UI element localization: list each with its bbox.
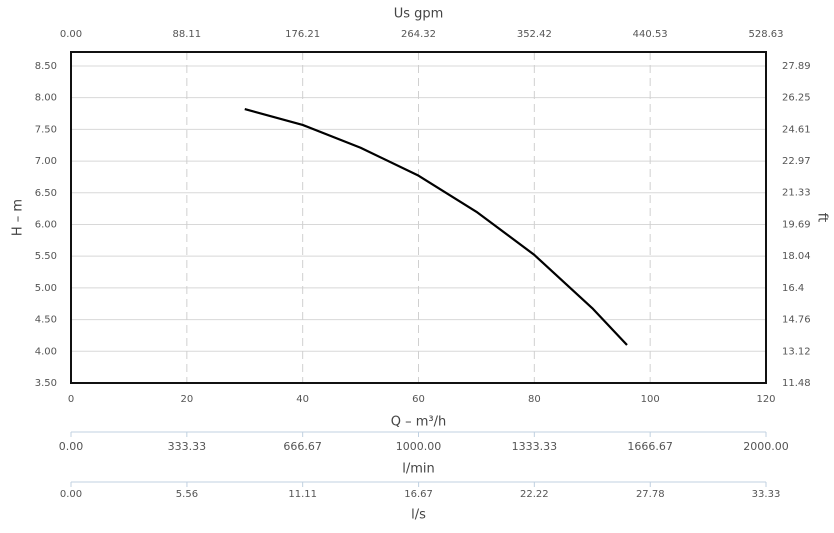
x3-tick-label: 1666.67 <box>627 440 673 453</box>
y2-tick-label: 11.48 <box>782 378 811 389</box>
y2-tick-label: 26.25 <box>782 93 811 104</box>
y-axis-title: H – m <box>11 199 26 236</box>
x4-axis-title: l/s <box>411 508 426 523</box>
y2-axis-title: ft <box>815 213 830 222</box>
y2-tick-label: 13.12 <box>782 346 811 357</box>
x-tick-label: 60 <box>412 394 425 405</box>
x3-tick-label: 1000.00 <box>396 440 442 453</box>
y-tick-label: 6.00 <box>35 219 57 230</box>
y2-tick-label: 22.97 <box>782 156 811 167</box>
y-tick-label: 4.00 <box>35 346 57 357</box>
x2-tick-label: 88.11 <box>173 29 202 40</box>
x4-tick-label: 11.11 <box>288 489 317 500</box>
x4-tick-label: 5.56 <box>176 489 198 500</box>
x4-tick-label: 33.33 <box>752 489 781 500</box>
x3-tick-label: 666.67 <box>283 440 322 453</box>
y-tick-label: 3.50 <box>35 378 57 389</box>
x4-tick-label: 0.00 <box>60 489 82 500</box>
x-tick-label: 80 <box>528 394 541 405</box>
x3-tick-label: 0.00 <box>59 440 84 453</box>
x-tick-label: 20 <box>180 394 193 405</box>
x4-tick-label: 27.78 <box>636 489 665 500</box>
y-tick-label: 4.50 <box>35 315 57 326</box>
y-tick-label: 8.00 <box>35 93 57 104</box>
x2-tick-label: 176.21 <box>285 29 320 40</box>
x4-tick-label: 22.22 <box>520 489 549 500</box>
x3-tick-label: 2000.00 <box>743 440 789 453</box>
x-tick-label: 0 <box>68 394 74 405</box>
y-tick-label: 7.00 <box>35 156 57 167</box>
y2-tick-label: 21.33 <box>782 188 811 199</box>
plot-frame <box>70 51 767 384</box>
x2-tick-label: 440.53 <box>633 29 668 40</box>
curve <box>244 108 628 346</box>
x2-tick-label: 528.63 <box>749 29 784 40</box>
x-tick-label: 120 <box>756 394 775 405</box>
x-axis-title: Q – m³/h <box>391 415 447 430</box>
x-tick-label: 100 <box>641 394 660 405</box>
y2-tick-label: 18.04 <box>782 251 811 262</box>
y2-tick-label: 19.69 <box>782 219 811 230</box>
x4-tick-label: 16.67 <box>404 489 433 500</box>
y-tick-label: 7.50 <box>35 124 57 135</box>
x2-tick-label: 264.32 <box>401 29 436 40</box>
x2-axis-title: Us gpm <box>394 7 444 22</box>
y2-tick-label: 16.4 <box>782 283 804 294</box>
y2-tick-label: 24.61 <box>782 124 811 135</box>
y-tick-label: 8.50 <box>35 61 57 72</box>
y-tick-label: 5.50 <box>35 251 57 262</box>
x2-tick-label: 352.42 <box>517 29 552 40</box>
y2-tick-label: 27.89 <box>782 61 811 72</box>
x3-axis-title: l/min <box>402 462 435 477</box>
y2-tick-label: 14.76 <box>782 315 811 326</box>
x2-tick-label: 0.00 <box>60 29 82 40</box>
x3-tick-label: 333.33 <box>168 440 207 453</box>
x-tick-label: 40 <box>296 394 309 405</box>
x3-tick-label: 1333.33 <box>512 440 558 453</box>
y-tick-label: 6.50 <box>35 188 57 199</box>
y-tick-label: 5.00 <box>35 283 57 294</box>
